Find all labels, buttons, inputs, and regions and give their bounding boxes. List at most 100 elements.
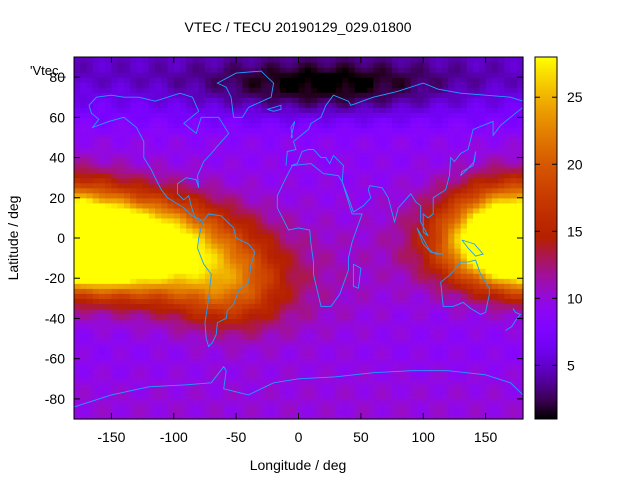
heatmap-cell [360,232,368,239]
heatmap-cell [342,348,349,355]
heatmap-cell [279,388,287,395]
heatmap-cell [92,248,100,254]
heatmap-cell [398,393,406,400]
heatmap-cell [392,192,399,199]
heatmap-cell [367,197,374,204]
heatmap-cell [304,77,312,83]
heatmap-cell [485,172,493,179]
heatmap-cell [142,107,150,113]
heatmap-cell [392,353,399,360]
heatmap-cell [404,348,412,355]
heatmap-cell [398,278,406,284]
heatmap-cell [298,328,306,335]
heatmap-cell [498,328,505,335]
heatmap-cell [466,107,474,113]
heatmap-cell [279,288,287,294]
heatmap-cell [74,318,81,325]
heatmap-cell [204,92,212,98]
heatmap-cell [454,238,462,244]
heatmap-cell [473,258,480,264]
heatmap-cell [335,77,343,83]
heatmap-cell [286,152,293,159]
heatmap-cell [335,268,343,274]
heatmap-cell [404,293,412,299]
heatmap-cell [392,232,399,239]
heatmap-cell [348,227,356,234]
heatmap-cell [105,398,113,405]
heatmap-cell [304,238,312,244]
heatmap-cell [454,268,462,274]
heatmap-cell [435,293,443,299]
heatmap-cell [404,313,412,320]
heatmap-cell [373,187,381,194]
heatmap-cell [298,353,306,360]
heatmap-cell [466,212,474,219]
heatmap-cell [198,192,206,199]
heatmap-cell [498,72,505,78]
heatmap-cell [254,147,262,154]
heatmap-cell [329,398,337,405]
heatmap-cell [317,162,325,169]
heatmap-cell [105,72,113,78]
heatmap-cell [348,112,356,118]
heatmap-cell [161,248,169,254]
heatmap-cell [229,217,237,224]
heatmap-cell [105,152,113,159]
heatmap-cell [466,263,474,269]
heatmap-cell [80,298,88,304]
heatmap-cell [479,393,487,400]
heatmap-cell [335,157,343,164]
heatmap-cell [148,182,156,189]
heatmap-cell [460,157,468,164]
heatmap-cell [404,328,412,335]
heatmap-cell [248,127,256,134]
heatmap-cell [473,192,480,199]
heatmap-cell [267,192,275,199]
heatmap-cell [167,77,175,83]
heatmap-cell [404,388,412,395]
heatmap-cell [123,278,131,284]
heatmap-cell [279,182,287,189]
heatmap-cell [385,353,393,360]
heatmap-cell [348,318,356,325]
heatmap-cell [236,298,243,304]
heatmap-cell [236,102,243,108]
heatmap-cell [423,258,431,264]
heatmap-cell [304,313,312,320]
heatmap-cell [479,328,487,335]
heatmap-cell [510,147,518,154]
heatmap-cell [298,97,306,103]
heatmap-cell [348,338,356,345]
heatmap-cell [242,293,250,299]
heatmap-cell [473,222,480,229]
heatmap-cell [385,403,393,410]
heatmap-cell [354,398,362,405]
heatmap-cell [223,393,231,400]
heatmap-cell [504,363,512,370]
heatmap-cell [292,403,300,410]
heatmap-cell [236,268,243,274]
heatmap-cell [367,383,374,390]
heatmap-cell [510,308,518,315]
heatmap-cell [454,378,462,385]
heatmap-cell [329,338,337,345]
heatmap-cell [273,263,281,269]
heatmap-cell [304,112,312,118]
heatmap-cell [173,92,181,98]
heatmap-cell [161,172,169,179]
heatmap-cell [510,92,518,98]
heatmap-cell [491,157,499,164]
heatmap-cell [435,102,443,108]
heatmap-cell [86,72,94,78]
heatmap-cell [410,373,418,380]
heatmap-cell [466,308,474,315]
heatmap-cell [410,142,418,149]
heatmap-cell [485,313,493,320]
heatmap-cell [498,333,505,340]
heatmap-cell [329,142,337,149]
heatmap-cell [198,227,206,234]
heatmap-cell [304,92,312,98]
heatmap-cell [286,182,293,189]
heatmap-cell [92,388,100,395]
heatmap-cell [429,102,437,108]
